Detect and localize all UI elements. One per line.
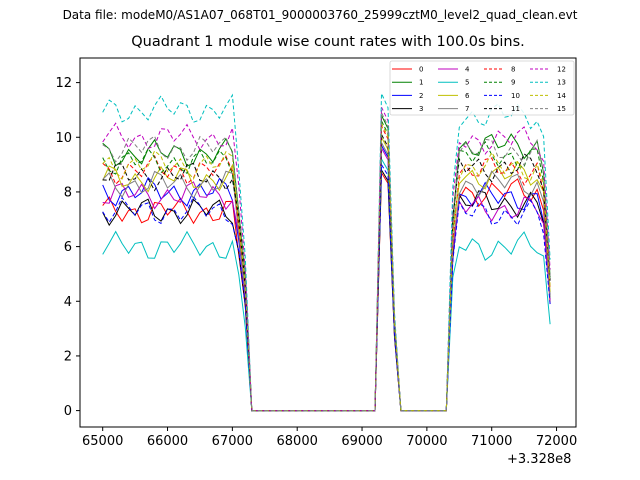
legend-label-3: 3 — [419, 105, 423, 113]
y-tick-label: 10 — [55, 131, 72, 146]
legend-label-4: 4 — [465, 66, 470, 74]
series-line-1 — [102, 115, 551, 412]
x-tick-label: 68000 — [277, 434, 318, 449]
series-line-5 — [102, 157, 551, 412]
legend-label-5: 5 — [465, 79, 469, 87]
series-line-12 — [102, 106, 551, 412]
legend-box — [389, 60, 575, 116]
x-tick-label: 66000 — [147, 434, 188, 449]
legend-label-8: 8 — [511, 66, 515, 74]
series-line-2 — [102, 143, 551, 412]
legend-label-14: 14 — [557, 92, 566, 100]
series-line-13 — [102, 93, 551, 412]
legend-label-12: 12 — [557, 66, 566, 74]
legend-label-10: 10 — [511, 92, 520, 100]
y-tick-label: 2 — [64, 349, 72, 364]
legend-label-1: 1 — [419, 79, 423, 87]
legend-label-9: 9 — [511, 79, 515, 87]
legend-label-15: 15 — [557, 105, 566, 113]
x-tick-label: 69000 — [341, 434, 382, 449]
plot-lines — [102, 93, 551, 412]
x-tick-label: 71000 — [471, 434, 512, 449]
legend-label-6: 6 — [465, 92, 470, 100]
x-axis-offset-label: +3.328e8 — [507, 452, 572, 467]
legend-label-2: 2 — [419, 92, 423, 100]
chart-title: Quadrant 1 module wise count rates with … — [131, 34, 525, 50]
x-tick-label: 67000 — [212, 434, 253, 449]
series-line-15 — [102, 112, 551, 412]
y-tick-label: 4 — [64, 295, 72, 310]
series-line-7 — [102, 140, 551, 412]
series-line-14 — [102, 123, 551, 412]
x-tick-label: 70000 — [406, 434, 447, 449]
series-line-11 — [102, 132, 551, 412]
y-tick-label: 12 — [55, 76, 72, 91]
legend-label-13: 13 — [557, 79, 566, 87]
x-axis: 65000 66000 67000 68000 69000 70000 71000 72000 — [82, 427, 577, 449]
y-tick-label: 8 — [64, 185, 72, 200]
y-axis: 0 2 4 6 8 10 12 — [55, 76, 80, 419]
series-line-6 — [102, 135, 551, 412]
series-line-10 — [102, 162, 551, 412]
x-tick-label: 72000 — [536, 434, 577, 449]
y-tick-label: 6 — [64, 240, 72, 255]
y-tick-label: 0 — [64, 404, 72, 419]
x-tick-label: 65000 — [82, 434, 123, 449]
plot-frame — [79, 57, 577, 428]
legend-label-0: 0 — [419, 66, 423, 74]
legend-label-11: 11 — [511, 105, 520, 113]
legend-label-7: 7 — [465, 105, 469, 113]
series-line-0 — [102, 171, 551, 412]
data-file-header: Data file: modeM0/AS1A07_068T01_90000037… — [62, 8, 578, 22]
